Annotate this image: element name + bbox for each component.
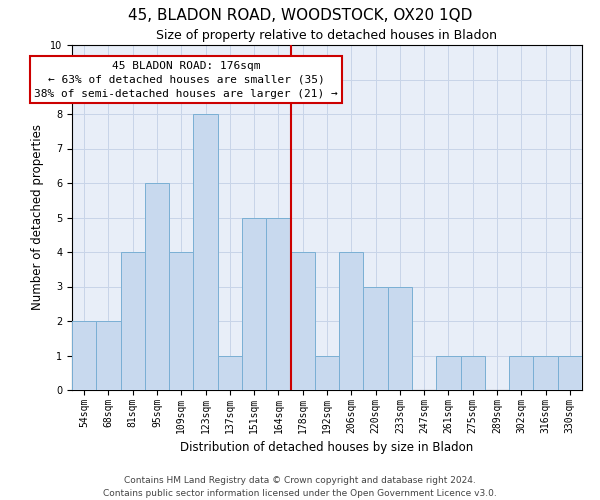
Text: 45, BLADON ROAD, WOODSTOCK, OX20 1QD: 45, BLADON ROAD, WOODSTOCK, OX20 1QD xyxy=(128,8,472,22)
Bar xyxy=(315,356,339,390)
Text: 45 BLADON ROAD: 176sqm
← 63% of detached houses are smaller (35)
38% of semi-det: 45 BLADON ROAD: 176sqm ← 63% of detached… xyxy=(34,60,338,98)
Bar xyxy=(121,252,145,390)
Bar xyxy=(290,252,315,390)
Bar xyxy=(533,356,558,390)
Bar xyxy=(461,356,485,390)
Bar xyxy=(72,321,96,390)
Bar xyxy=(364,286,388,390)
Bar xyxy=(96,321,121,390)
Bar xyxy=(218,356,242,390)
Bar xyxy=(436,356,461,390)
Bar xyxy=(266,218,290,390)
Title: Size of property relative to detached houses in Bladon: Size of property relative to detached ho… xyxy=(157,30,497,43)
Y-axis label: Number of detached properties: Number of detached properties xyxy=(31,124,44,310)
Bar xyxy=(339,252,364,390)
Bar xyxy=(388,286,412,390)
Bar xyxy=(169,252,193,390)
Bar xyxy=(509,356,533,390)
Text: Contains HM Land Registry data © Crown copyright and database right 2024.
Contai: Contains HM Land Registry data © Crown c… xyxy=(103,476,497,498)
X-axis label: Distribution of detached houses by size in Bladon: Distribution of detached houses by size … xyxy=(181,441,473,454)
Bar xyxy=(242,218,266,390)
Bar xyxy=(558,356,582,390)
Bar xyxy=(193,114,218,390)
Bar xyxy=(145,183,169,390)
